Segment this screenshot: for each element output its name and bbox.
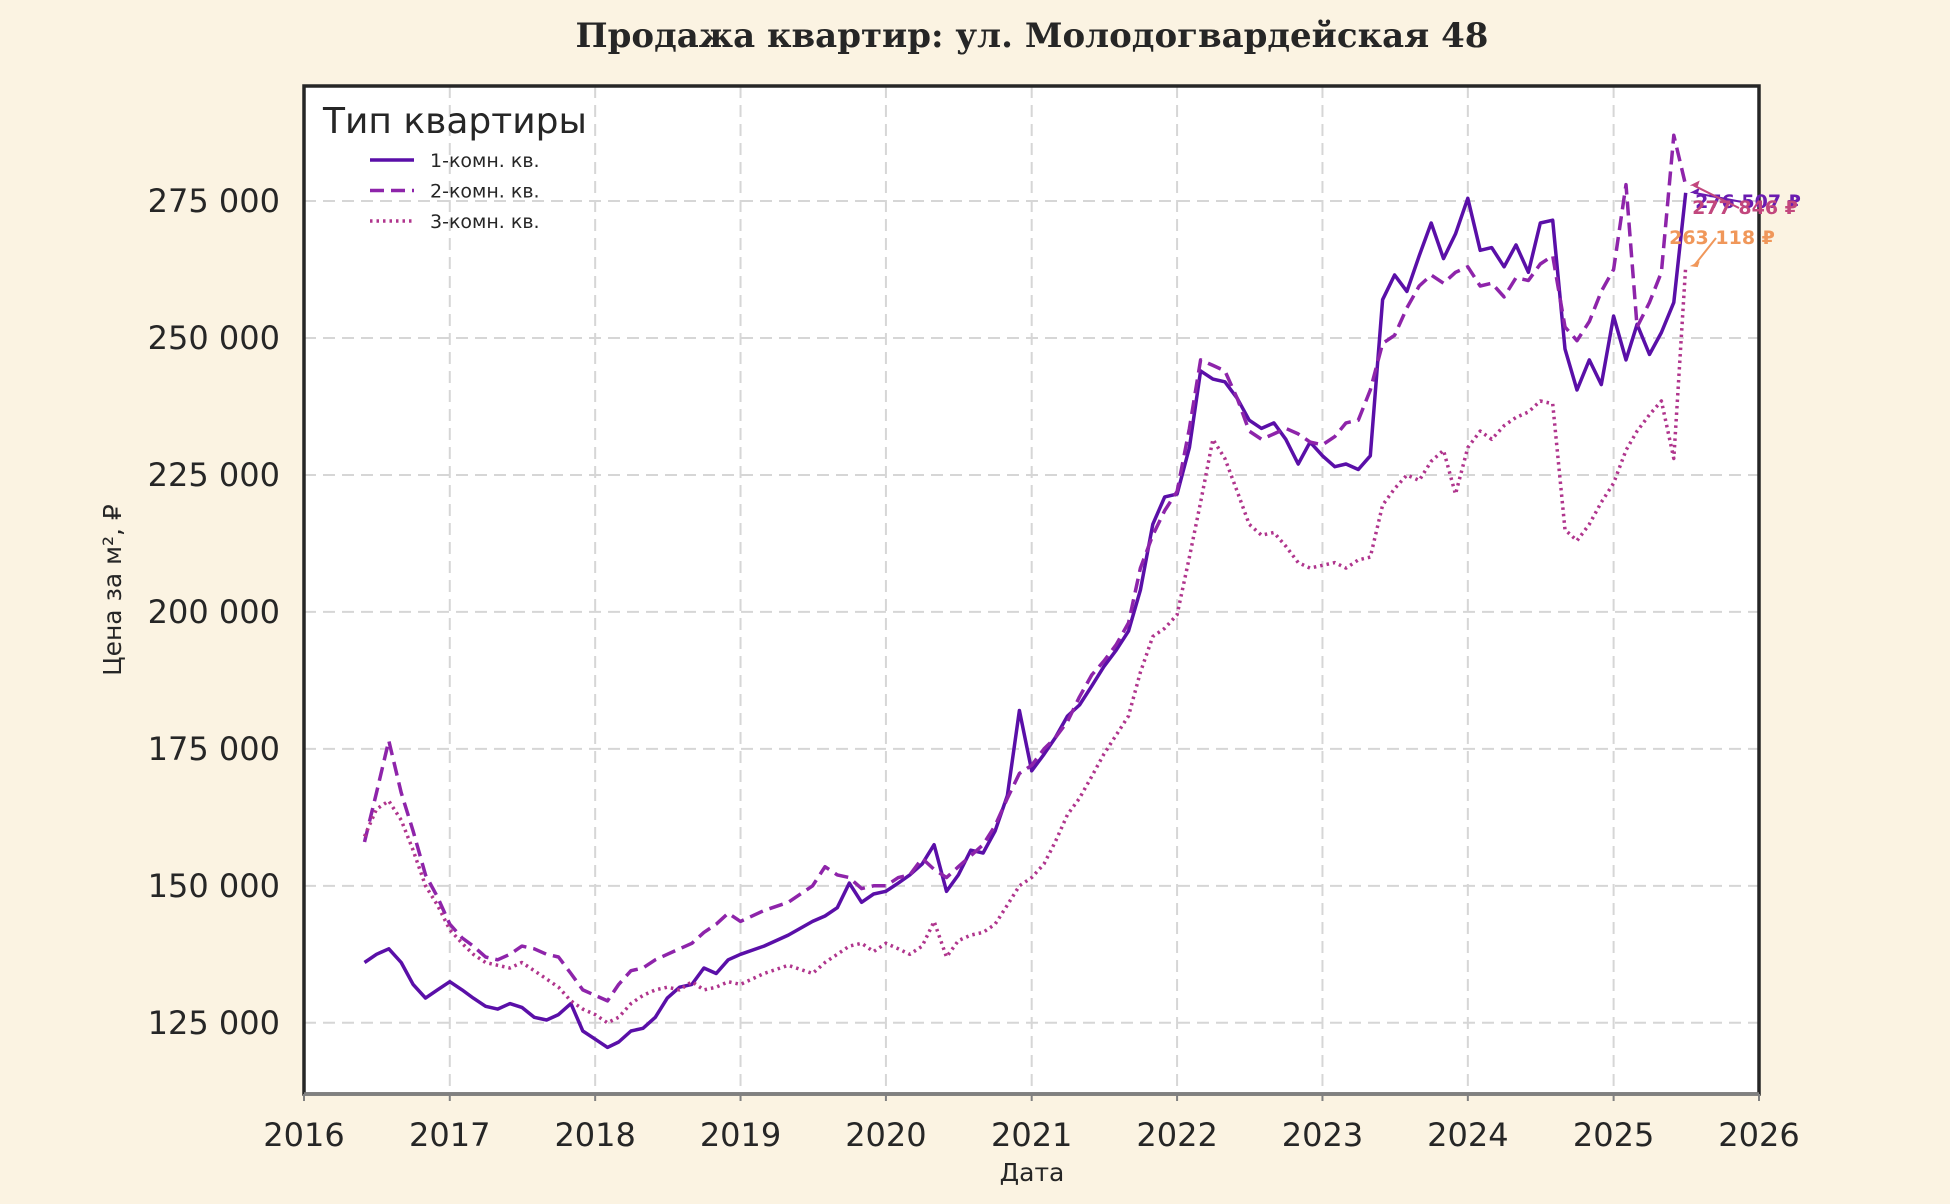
series-group [362, 133, 1688, 1050]
x-axis-label: Дата [1000, 1158, 1065, 1187]
annotation-label: 277 846 ₽ [1692, 197, 1798, 219]
legend-label: 1-комн. кв. [430, 150, 540, 172]
annotation-arrow [1692, 237, 1717, 267]
y-tick-label: 225 000 [148, 456, 280, 494]
x-tick-label: 2026 [1718, 1116, 1799, 1154]
x-tick-label: 2018 [554, 1116, 635, 1154]
y-tick-label: 250 000 [148, 319, 280, 357]
x-tick-label: 2020 [845, 1116, 926, 1154]
annotation-label: 263 118 ₽ [1669, 227, 1775, 249]
series-line-3 [362, 265, 1688, 1025]
annotation-arrowhead [1689, 187, 1700, 194]
y-axis-ticks: 125 000 150 000 175 000 200 000 225 000 250 0… [148, 182, 280, 1042]
annotation-arrowhead [1689, 261, 1700, 268]
chart-title: Продажа квартир: ул. Молодогвардейская 4… [576, 16, 1489, 56]
y-axis-label: Цена за м², ₽ [98, 504, 127, 676]
y-tick-label: 175 000 [148, 730, 280, 768]
x-tick-label: 2017 [409, 1116, 490, 1154]
annotation-label: 276 507 ₽ [1695, 191, 1801, 213]
annotation-arrowhead [1689, 180, 1700, 187]
x-tick-label: 2024 [1427, 1116, 1508, 1154]
x-tick-label: 2019 [700, 1116, 781, 1154]
x-tick-label: 2025 [1573, 1116, 1654, 1154]
series-line-2 [362, 133, 1688, 1003]
legend-label: 3-комн. кв. [430, 211, 540, 233]
x-axis-ticks: 2016 2017 2018 2019 2020 2021 2022 2023 2024 2025… [263, 1094, 1800, 1154]
y-tick-label: 150 000 [148, 867, 280, 905]
y-tick-label: 200 000 [148, 593, 280, 631]
annotation-arrow [1693, 184, 1740, 209]
grid [304, 86, 1759, 1094]
legend-label: 2-комн. кв. [430, 181, 540, 203]
legend-title: Тип квартиры [322, 101, 587, 142]
legend: Тип квартиры 1-комн. кв. 2-комн. кв. 3-ком… [322, 101, 587, 233]
legend-items: 1-комн. кв. 2-комн. кв. 3-комн. кв. [370, 150, 540, 233]
end-value-annotations: 276 507 ₽277 846 ₽ 263 118 ₽ [1669, 180, 1801, 268]
x-tick-label: 2022 [1136, 1116, 1217, 1154]
y-tick-label: 125 000 [148, 1004, 280, 1042]
x-tick-label: 2023 [1282, 1116, 1363, 1154]
y-tick-label: 275 000 [148, 182, 280, 220]
x-tick-label: 2021 [991, 1116, 1072, 1154]
series-line-1 [363, 192, 1688, 1050]
x-tick-label: 2016 [263, 1116, 344, 1154]
